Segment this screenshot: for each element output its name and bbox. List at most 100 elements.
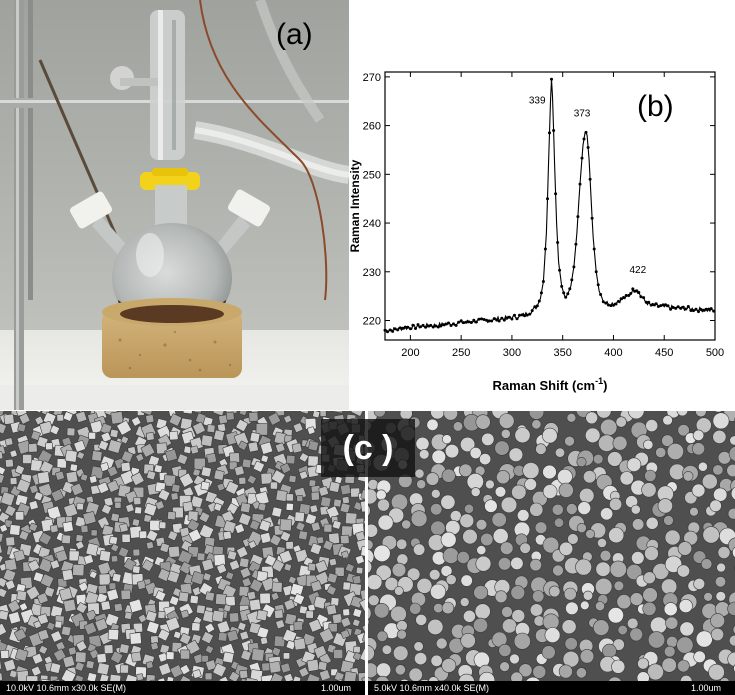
data-point <box>671 306 675 309</box>
data-point <box>578 182 582 186</box>
data-point <box>712 309 716 313</box>
sem-micrograph-left <box>0 411 365 695</box>
panel-label-c: (c ) <box>321 419 415 477</box>
data-point <box>535 304 539 308</box>
data-point <box>590 216 594 220</box>
data-point <box>497 319 501 323</box>
data-point <box>644 300 648 304</box>
data-point <box>654 302 658 306</box>
data-point <box>449 324 453 327</box>
data-point <box>386 330 389 334</box>
data-point <box>704 307 708 311</box>
data-point <box>560 284 564 288</box>
y-tick-label-2: 240 <box>363 218 381 230</box>
data-point <box>612 303 615 307</box>
data-point <box>664 303 667 307</box>
data-point <box>661 303 665 307</box>
data-point <box>639 295 643 299</box>
data-point <box>439 324 443 328</box>
peak-label-422: 422 <box>629 265 646 276</box>
data-point <box>564 295 568 299</box>
x-tick-label-1: 250 <box>452 347 470 359</box>
data-point <box>697 310 700 314</box>
peak-label-339: 339 <box>529 95 546 106</box>
peak-label-373: 373 <box>574 108 591 119</box>
data-point <box>562 291 566 295</box>
data-point <box>424 325 428 329</box>
data-point <box>414 327 417 330</box>
data-point <box>681 305 685 309</box>
data-point <box>421 323 425 327</box>
data-point <box>444 322 448 326</box>
data-point <box>594 270 598 274</box>
data-point <box>480 317 483 321</box>
data-point <box>454 323 458 327</box>
y-tick-label-1: 230 <box>363 267 381 279</box>
x-tick-label-3: 350 <box>554 347 572 359</box>
data-point <box>533 305 537 309</box>
data-point <box>541 280 545 283</box>
data-point <box>436 325 440 329</box>
data-point <box>518 313 521 317</box>
data-point <box>627 294 631 297</box>
data-point <box>546 197 549 201</box>
data-point <box>584 130 588 134</box>
data-point <box>691 309 695 313</box>
data-point <box>525 313 529 317</box>
data-point <box>676 305 680 309</box>
data-point <box>652 303 656 307</box>
sem-info-bar-left: 10.0kV 10.6mm x30.0k SE(M) 1.00um <box>0 681 365 695</box>
data-point <box>487 319 491 323</box>
data-point <box>558 268 562 272</box>
data-point <box>523 314 527 318</box>
data-point <box>469 321 473 324</box>
data-point <box>576 215 580 219</box>
data-point <box>689 309 693 312</box>
raman-spectrum-chart: 220 230 240 250 260 270 200 250 300 350 400 450 500… <box>350 71 724 393</box>
data-point <box>669 307 673 311</box>
data-point <box>447 321 450 325</box>
data-point <box>702 308 706 312</box>
data-point <box>699 308 703 311</box>
data-point <box>502 318 506 322</box>
data-point <box>707 307 711 311</box>
data-point <box>537 299 541 303</box>
data-point <box>647 300 651 304</box>
data-point <box>513 313 516 317</box>
data-point <box>656 305 660 308</box>
data-point <box>485 318 488 322</box>
data-point <box>609 304 613 308</box>
data-point <box>507 315 511 319</box>
sem-caption-left: 10.0kV 10.6mm x30.0k SE(M) <box>6 683 127 693</box>
data-point <box>629 292 633 295</box>
data-point <box>462 321 466 325</box>
data-point <box>550 77 553 81</box>
data-point <box>588 177 592 181</box>
data-point <box>500 316 504 320</box>
data-point <box>457 320 461 324</box>
data-point <box>472 318 476 322</box>
data-point <box>490 319 494 323</box>
panel-label-a: (a) <box>276 18 313 51</box>
y-tick-label-4: 260 <box>363 121 381 133</box>
data-point <box>406 325 410 329</box>
data-point <box>459 319 463 323</box>
data-point <box>452 322 455 326</box>
photo-panel-a: (a) <box>0 0 349 410</box>
y-tick-label-3: 250 <box>363 169 381 181</box>
raman-chart-panel: 220 230 240 250 260 270 200 250 300 350 400 450 500… <box>350 0 735 410</box>
data-point <box>482 318 486 321</box>
sem-micrograph-right <box>368 411 735 695</box>
sem-info-bar-right: 5.0kV 10.6mm x40.0k SE(M) 1.00um <box>368 681 735 695</box>
data-point <box>429 323 433 327</box>
data-point <box>492 317 496 321</box>
data-point <box>556 241 560 244</box>
data-point <box>391 329 395 333</box>
data-point <box>419 325 422 329</box>
y-axis-label: Raman Intensity <box>350 159 362 252</box>
data-point <box>631 287 635 291</box>
data-point <box>568 287 572 291</box>
data-point <box>403 325 407 329</box>
data-point <box>679 306 683 310</box>
data-point <box>617 299 620 303</box>
